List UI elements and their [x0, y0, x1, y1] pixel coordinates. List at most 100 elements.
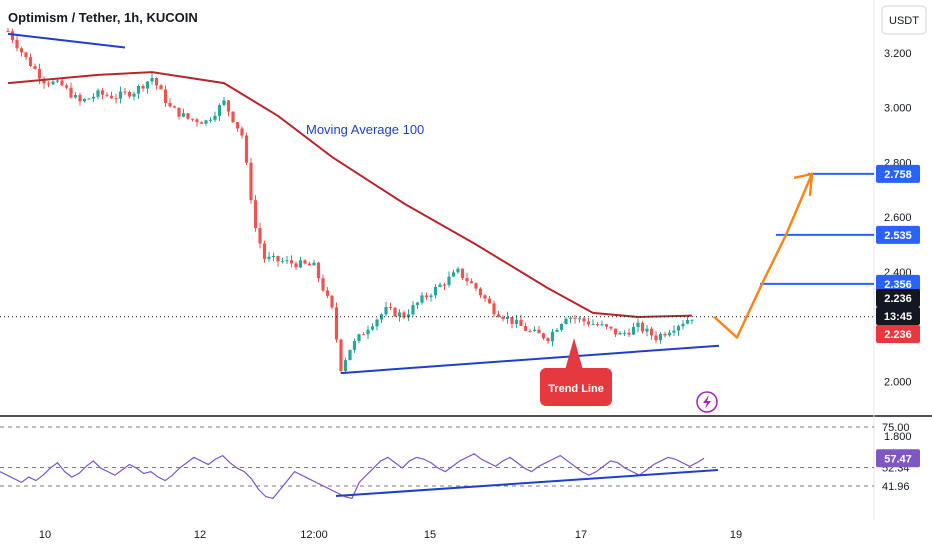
- rsi-current-tag[interactable]: 57.47: [876, 449, 920, 468]
- trend-line-2[interactable]: [340, 344, 720, 375]
- rsi-trend-line[interactable]: [335, 469, 719, 497]
- candle: [604, 323, 609, 330]
- candle: [217, 103, 222, 121]
- rsi-series: [0, 453, 719, 500]
- candle: [361, 332, 366, 336]
- candle: [685, 315, 690, 325]
- candle: [109, 91, 114, 99]
- candle: [402, 310, 406, 320]
- candle: [645, 324, 649, 337]
- candle: [415, 301, 420, 309]
- candle: [150, 73, 154, 85]
- candle: [213, 111, 217, 123]
- candle: [289, 255, 294, 268]
- candle: [393, 306, 397, 318]
- candle: [600, 320, 604, 327]
- candle: [10, 28, 15, 43]
- price-tick-label: 3.200: [884, 48, 912, 60]
- time-tick-label: 12: [194, 529, 206, 541]
- candle: [433, 284, 438, 299]
- candle: [564, 317, 568, 325]
- candle: [87, 98, 91, 100]
- candle: [510, 316, 514, 329]
- candle: [330, 294, 334, 310]
- candle: [622, 330, 627, 336]
- candle: [271, 252, 276, 262]
- candle: [136, 84, 141, 99]
- candle: [132, 91, 136, 101]
- candle: [64, 83, 69, 90]
- candle: [397, 309, 402, 322]
- candle: [541, 332, 546, 341]
- candle: [294, 261, 298, 270]
- candle: [559, 323, 564, 332]
- candle: [577, 316, 582, 323]
- candle: [523, 322, 528, 332]
- candle: [550, 328, 555, 347]
- candle: [15, 35, 19, 52]
- candle: [96, 88, 100, 100]
- candle: [573, 314, 577, 324]
- candle: [586, 318, 591, 327]
- candle: [348, 349, 352, 361]
- chart-title: Optimism / Tether, 1h, KUCOIN: [8, 10, 198, 25]
- candle: [19, 46, 24, 57]
- candle: [451, 269, 456, 278]
- time-axis: 10 12 12:00 15 17 19: [39, 529, 742, 541]
- lightning-icon[interactable]: [696, 391, 718, 413]
- candle: [325, 287, 330, 299]
- candle: [235, 121, 240, 132]
- candle: [478, 287, 483, 299]
- candle: [618, 331, 622, 335]
- candle: [163, 85, 168, 107]
- candle: [528, 328, 532, 333]
- candle: [316, 261, 321, 282]
- price-tag-2758[interactable]: 2.758: [876, 164, 920, 183]
- candle: [240, 126, 244, 139]
- candle: [483, 294, 487, 302]
- rsi-line[interactable]: [0, 453, 705, 500]
- candle: [222, 96, 226, 107]
- ma-annotation[interactable]: Moving Average 100: [306, 122, 424, 137]
- candle: [672, 325, 676, 337]
- rsi-current-value: 57.47: [884, 453, 912, 465]
- currency-label: USDT: [889, 15, 919, 27]
- candle: [591, 319, 595, 326]
- candle: [501, 315, 505, 322]
- candle: [555, 328, 559, 333]
- last-price-tag[interactable]: 2.236: [876, 289, 920, 307]
- candle: [244, 132, 249, 166]
- candle: [465, 272, 469, 286]
- candle: [636, 318, 640, 333]
- candle: [460, 268, 465, 280]
- rsi-tick-label: 75.00: [882, 422, 910, 434]
- time-tick-label: 12:00: [300, 529, 328, 541]
- currency-badge[interactable]: USDT: [881, 5, 927, 35]
- candle: [154, 77, 159, 90]
- price-tag-2535[interactable]: 2.535: [876, 225, 920, 244]
- candle: [60, 78, 64, 87]
- ma-100-line[interactable]: [7, 71, 693, 318]
- candle: [438, 282, 442, 288]
- candle: [24, 51, 28, 60]
- countdown-tag[interactable]: 13:45: [876, 307, 920, 325]
- price-tag-2356[interactable]: 2.356: [876, 274, 920, 293]
- candle: [609, 326, 613, 331]
- price-tag-2356-text: 2.356: [884, 279, 912, 291]
- candle: [118, 86, 123, 104]
- trend-line-callout[interactable]: Trend Line: [540, 338, 612, 406]
- candle: [375, 318, 379, 331]
- red-price-tag[interactable]: 2.236: [876, 325, 920, 343]
- candle: [285, 255, 289, 264]
- candle: [249, 157, 253, 204]
- candle: [654, 331, 658, 344]
- candle: [667, 329, 672, 337]
- trend-line-1[interactable]: [7, 32, 126, 49]
- candle: [127, 90, 132, 99]
- candle: [514, 315, 519, 328]
- candle: [231, 111, 235, 124]
- candle: [631, 322, 636, 336]
- projection-polyline[interactable]: [713, 173, 814, 339]
